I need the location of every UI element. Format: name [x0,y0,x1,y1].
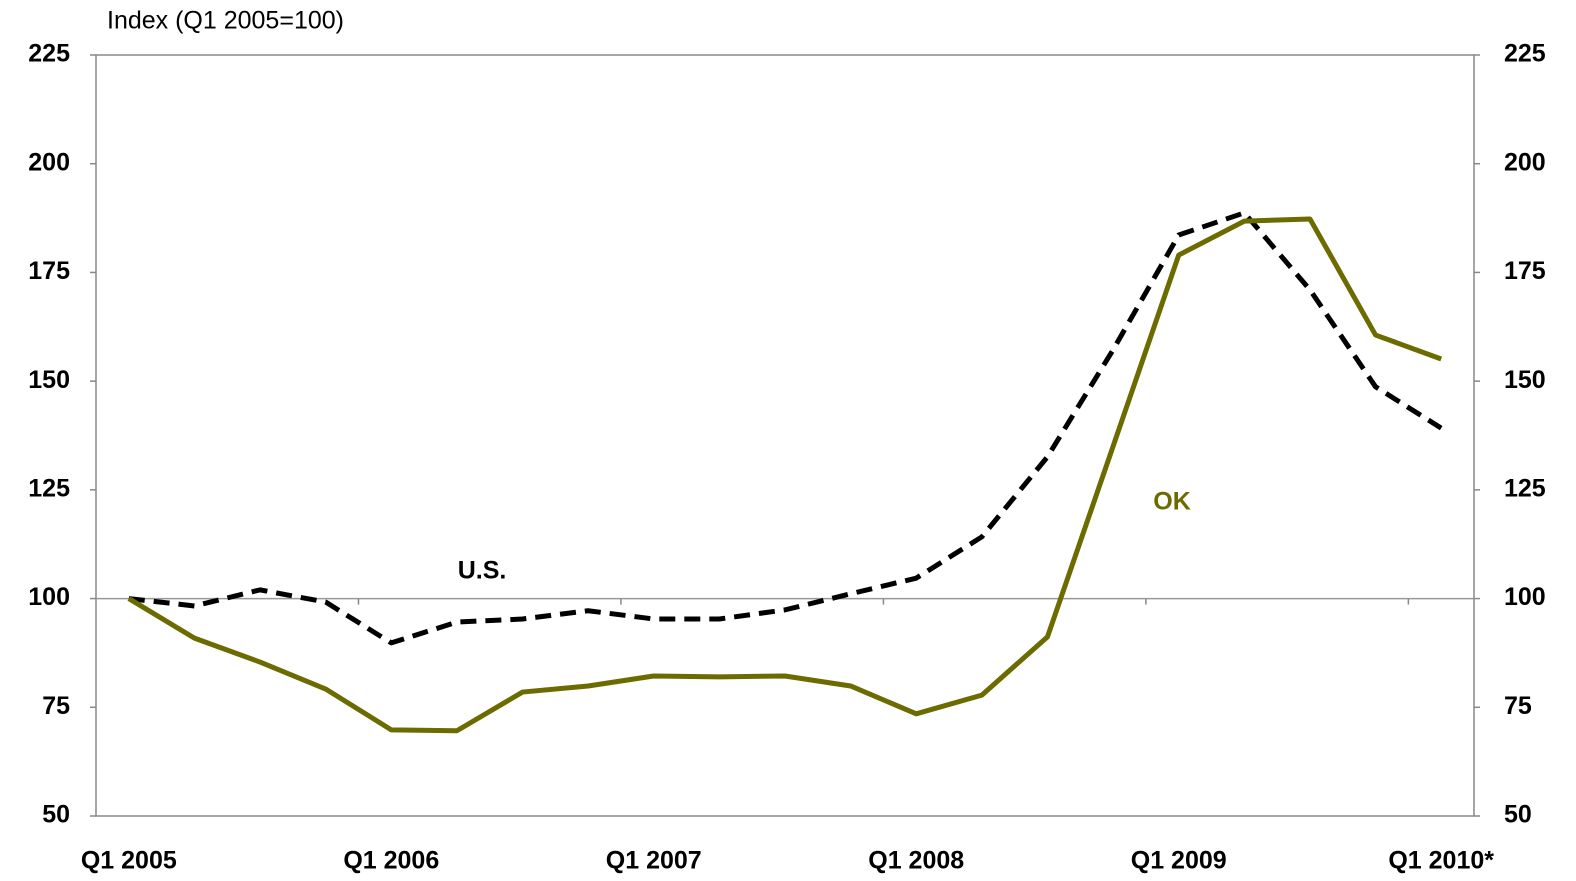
y2-tick-label: 200 [1504,148,1546,176]
y-tick-label: 125 [28,474,70,502]
y2-tick-label: 100 [1504,583,1546,611]
y2-tick-label: 125 [1504,474,1546,502]
x-tick-label: Q1 2009 [1131,847,1227,875]
x-tick-label: Q1 2010* [1388,847,1494,875]
series-label: OK [1153,488,1191,516]
y-tick-label: 100 [28,583,70,611]
axis-title: Index (Q1 2005=100) [107,7,344,35]
plot-frame [95,54,1475,817]
series-label: U.S. [458,557,507,585]
y2-tick-label: 175 [1504,257,1546,285]
line-series [128,210,1443,646]
y-tick-label: 225 [28,40,70,68]
line-series [127,216,1443,734]
x-tick-label: Q1 2006 [343,847,439,875]
y2-tick-label: 75 [1504,692,1532,720]
y-tick-label: 150 [28,366,70,394]
y2-tick-label: 225 [1504,40,1546,68]
y-tick-label: 75 [42,692,70,720]
y-tick-label: 200 [28,148,70,176]
y-tick-label: 50 [42,801,70,829]
x-tick-label: Q1 2007 [606,847,702,875]
y2-tick-label: 50 [1504,801,1532,829]
y2-tick-label: 150 [1504,366,1546,394]
x-tick-label: Q1 2008 [868,847,964,875]
x-tick-label: Q1 2005 [81,847,177,875]
y-tick-label: 175 [28,257,70,285]
